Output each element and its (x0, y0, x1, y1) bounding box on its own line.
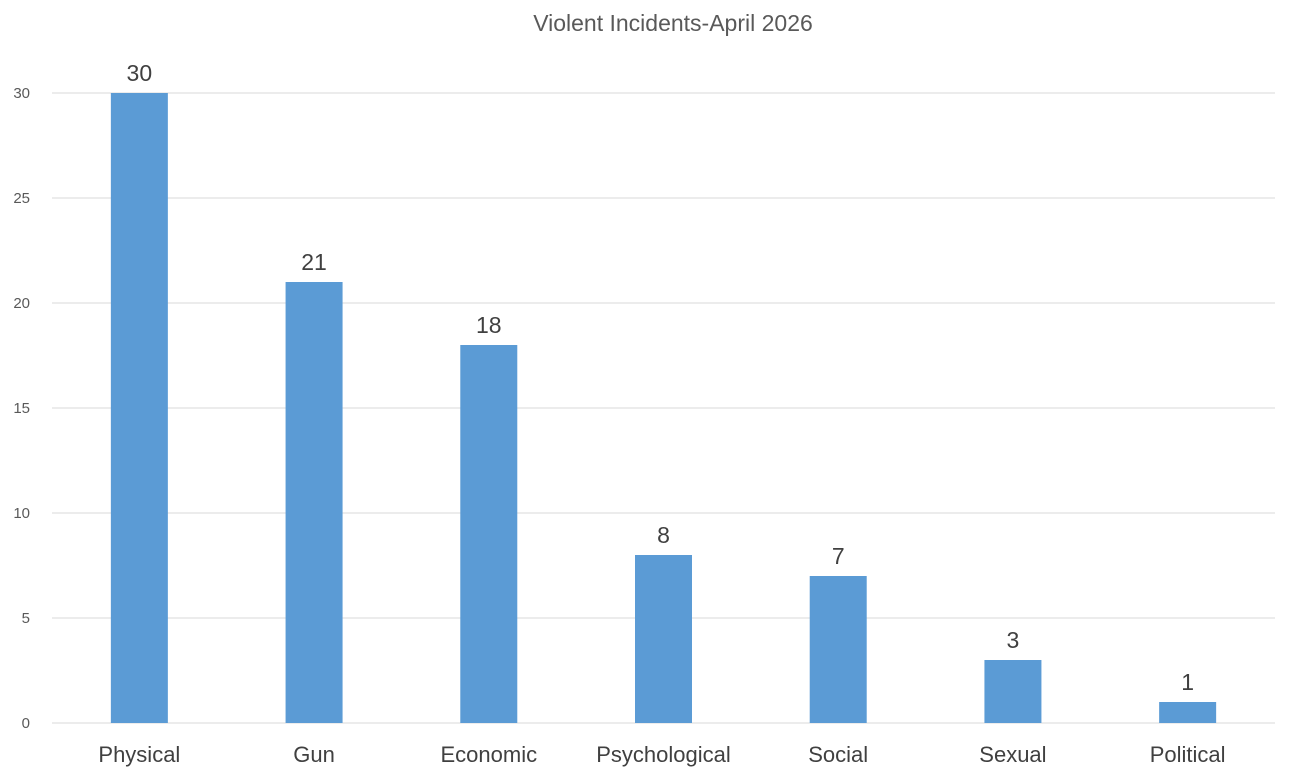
x-tick-label: Physical (98, 742, 180, 767)
x-tick-label: Gun (293, 742, 335, 767)
y-tick-label: 15 (13, 400, 30, 417)
y-tick-label: 5 (22, 610, 30, 627)
bar-economic (460, 345, 518, 723)
data-label: 3 (1007, 627, 1020, 653)
data-label: 1 (1181, 669, 1194, 695)
data-label: 18 (476, 312, 502, 338)
bar-psychological (635, 555, 692, 723)
gridlines (52, 92, 1275, 724)
data-label: 7 (832, 543, 845, 569)
x-axis: Physical Gun Economic Psychological Social Se… (98, 742, 1225, 767)
bar-social (809, 576, 867, 723)
y-axis: 0 5 10 15 20 25 30 (13, 85, 30, 732)
data-label: 30 (127, 60, 153, 86)
y-tick-label: 30 (13, 85, 30, 102)
data-labels: 30 21 18 8 7 3 1 (127, 60, 1194, 695)
x-tick-label: Sexual (979, 742, 1046, 767)
bar-physical (110, 93, 168, 723)
y-tick-label: 10 (13, 505, 30, 522)
bar-political (1159, 702, 1217, 723)
bar-sexual (984, 660, 1042, 723)
y-tick-label: 0 (22, 715, 30, 732)
x-tick-label: Social (808, 742, 868, 767)
bars (110, 93, 1217, 723)
y-tick-label: 25 (13, 190, 30, 207)
y-tick-label: 20 (13, 295, 30, 312)
data-label: 21 (301, 249, 327, 275)
bar-gun (285, 282, 343, 723)
chart-title: Violent Incidents-April 2026 (533, 10, 813, 36)
x-tick-label: Psychological (596, 742, 731, 767)
data-label: 8 (657, 522, 670, 548)
x-tick-label: Economic (440, 742, 537, 767)
x-tick-label: Political (1150, 742, 1226, 767)
